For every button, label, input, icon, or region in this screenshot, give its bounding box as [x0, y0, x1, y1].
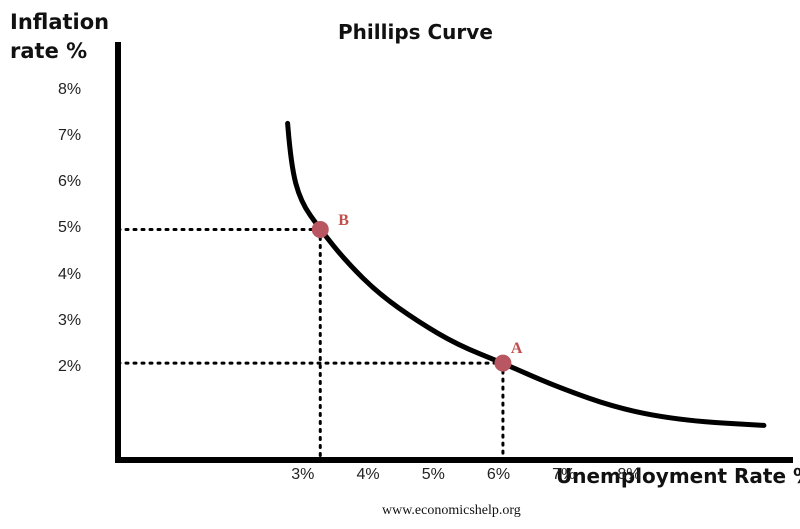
- x-tick-label-1: 3%: [291, 466, 315, 483]
- point-a: [494, 354, 512, 372]
- y-tick-label-1: 2%: [58, 357, 82, 375]
- x-tick-label-3: 5%: [421, 466, 445, 483]
- phillips-curve-line: [285, 120, 767, 428]
- x-tick-label-4: 6%: [486, 466, 511, 483]
- point-label-a: A: [510, 340, 523, 358]
- y-tick-label-7: 8%: [58, 81, 82, 99]
- x-tick-label-6: 8%: [617, 466, 641, 483]
- x-tick-label-2: 4%: [356, 466, 380, 483]
- point-label-b: B: [338, 212, 349, 230]
- y-tick-label-4: 5%: [58, 219, 82, 237]
- y-axis-label-line-1: Inflation: [10, 10, 110, 34]
- y-tick-label-3: 4%: [58, 265, 82, 283]
- point-b: [311, 220, 329, 238]
- y-axis-label-line-2: rate %: [10, 39, 88, 63]
- source-link[interactable]: www.economicshelp.org: [382, 503, 521, 518]
- y-tick-label-2: 3%: [58, 311, 82, 329]
- x-tick-label-5: 7%: [552, 466, 576, 483]
- y-axis-label: Inflation rate %: [10, 8, 109, 66]
- y-tick-label-5: 6%: [58, 173, 82, 191]
- x-axis-label: Unemployment Rate %: [556, 464, 800, 488]
- y-tick-label-6: 7%: [58, 127, 82, 145]
- chart-title: Phillips Curve: [338, 20, 493, 44]
